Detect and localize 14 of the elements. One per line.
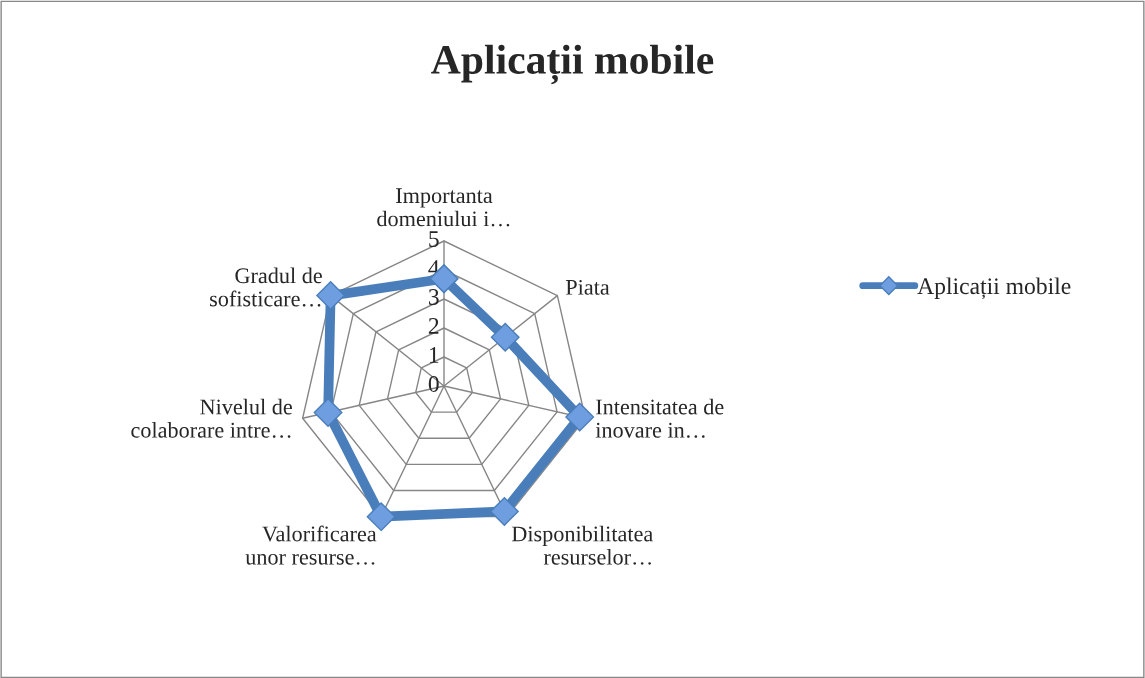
spoke-label: Nivelul de colaborare intre… bbox=[131, 398, 292, 438]
y-tick-label: 5 bbox=[429, 231, 439, 247]
spoke-label: Intensitatea de inovare in… bbox=[595, 398, 724, 438]
spoke-label: Valorificarea unor resurse… bbox=[245, 525, 377, 565]
spoke-label: Piata bbox=[565, 279, 610, 295]
y-tick-label: 3 bbox=[428, 289, 439, 305]
y-tick-label: 0 bbox=[428, 375, 439, 392]
chart-title: Aplicații mobile bbox=[431, 44, 714, 85]
spoke-label: Gradul de sofisticare… bbox=[210, 267, 322, 307]
legend-label: Aplicații mobile bbox=[917, 277, 1071, 299]
y-tick-label: 1 bbox=[429, 347, 439, 363]
y-tick-label: 2 bbox=[428, 318, 439, 334]
spoke-label: Disponibilitatea resurselor… bbox=[511, 525, 653, 565]
spoke-label: Importanta domeniului i… bbox=[377, 188, 510, 227]
